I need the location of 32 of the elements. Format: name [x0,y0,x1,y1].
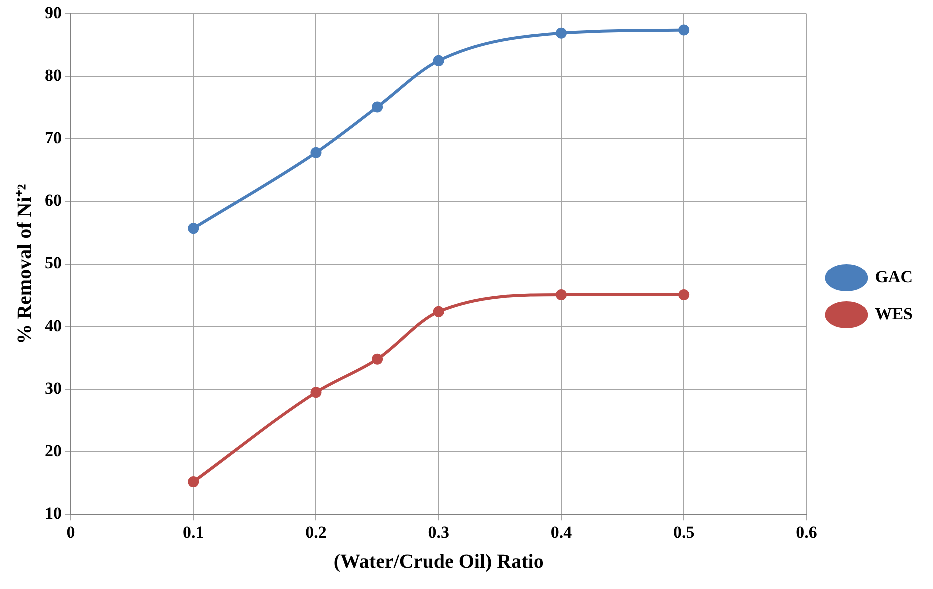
point [372,354,384,365]
legend-label: WES [875,304,914,324]
y-axis-title: % Removal of Ni⁺² [14,184,36,344]
y-tick-label: 50 [45,254,62,273]
x-tick-label: 0.4 [550,523,573,542]
y-tick-label: 60 [45,191,62,210]
y-tick-label: 40 [45,316,62,336]
legend-label: GAC [875,267,913,286]
y-tick-label: 90 [45,3,62,22]
y-tick-label: 20 [45,441,62,460]
point [372,102,384,113]
point [556,289,567,300]
y-tick-label: 30 [45,378,62,398]
point [678,24,690,36]
point [188,223,200,234]
point [678,289,690,300]
x-tick-label: 0.1 [182,523,204,542]
x-tick-label: 0.5 [673,523,695,542]
x-tick-label: 0.6 [796,523,818,542]
point [433,55,444,66]
point [310,387,322,398]
x-tick-label: 0.2 [306,523,327,542]
point [310,147,322,158]
x-tick-label: 0.3 [428,523,450,542]
point [433,306,444,318]
y-tick-label: 80 [45,66,62,85]
y-tick-label: 70 [45,128,62,148]
y-tick-label: 10 [45,504,62,523]
point [556,28,567,39]
x-tick-label: 0 [66,523,76,542]
x-axis-title: (Water/Crude Oil) Ratio [334,551,544,574]
point [188,476,200,488]
